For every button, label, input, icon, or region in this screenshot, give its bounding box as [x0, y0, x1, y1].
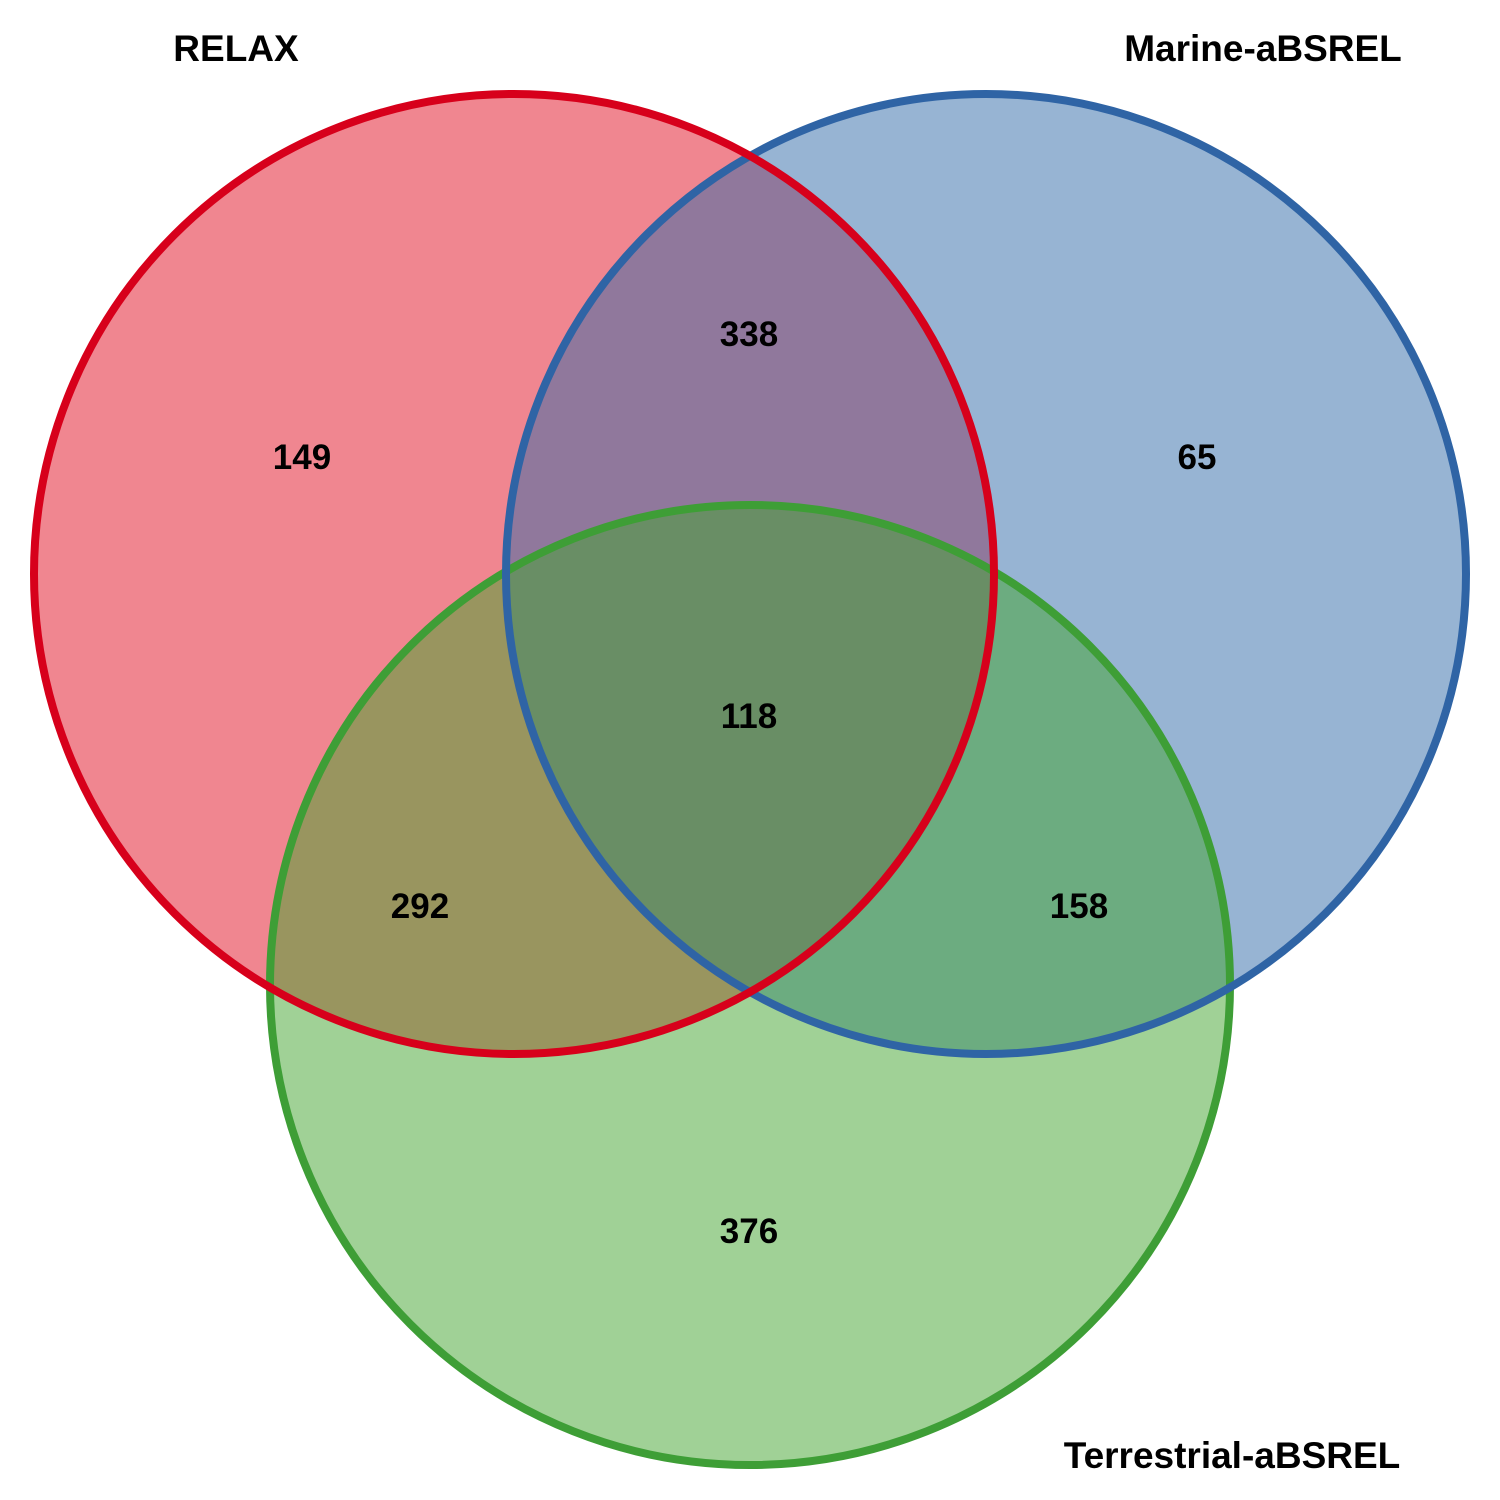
marine-only-count: 65	[1178, 438, 1217, 477]
relax-set-label: RELAX	[173, 28, 299, 69]
region-counts: 149 65 338 118 292 158 376	[273, 315, 1217, 1251]
marine-set-label: Marine-aBSREL	[1124, 28, 1402, 69]
all-three-count: 118	[721, 697, 777, 736]
marine-terrestrial-count: 158	[1050, 887, 1108, 926]
relax-circle-outline	[30, 90, 998, 1058]
relax-terrestrial-count: 292	[391, 887, 449, 926]
terrestrial-only-count: 376	[720, 1212, 778, 1251]
marine-circle-outline	[502, 90, 1470, 1058]
relax-marine-count: 338	[720, 315, 778, 354]
set-labels: RELAX Marine-aBSREL Terrestrial-aBSREL	[173, 28, 1401, 1476]
terrestrial-circle-fill	[270, 505, 1230, 1465]
relax-only-count: 149	[273, 438, 331, 477]
set-fills	[34, 94, 1466, 1465]
terrestrial-set-label: Terrestrial-aBSREL	[1064, 1435, 1401, 1476]
set-outlines	[30, 90, 1470, 1469]
